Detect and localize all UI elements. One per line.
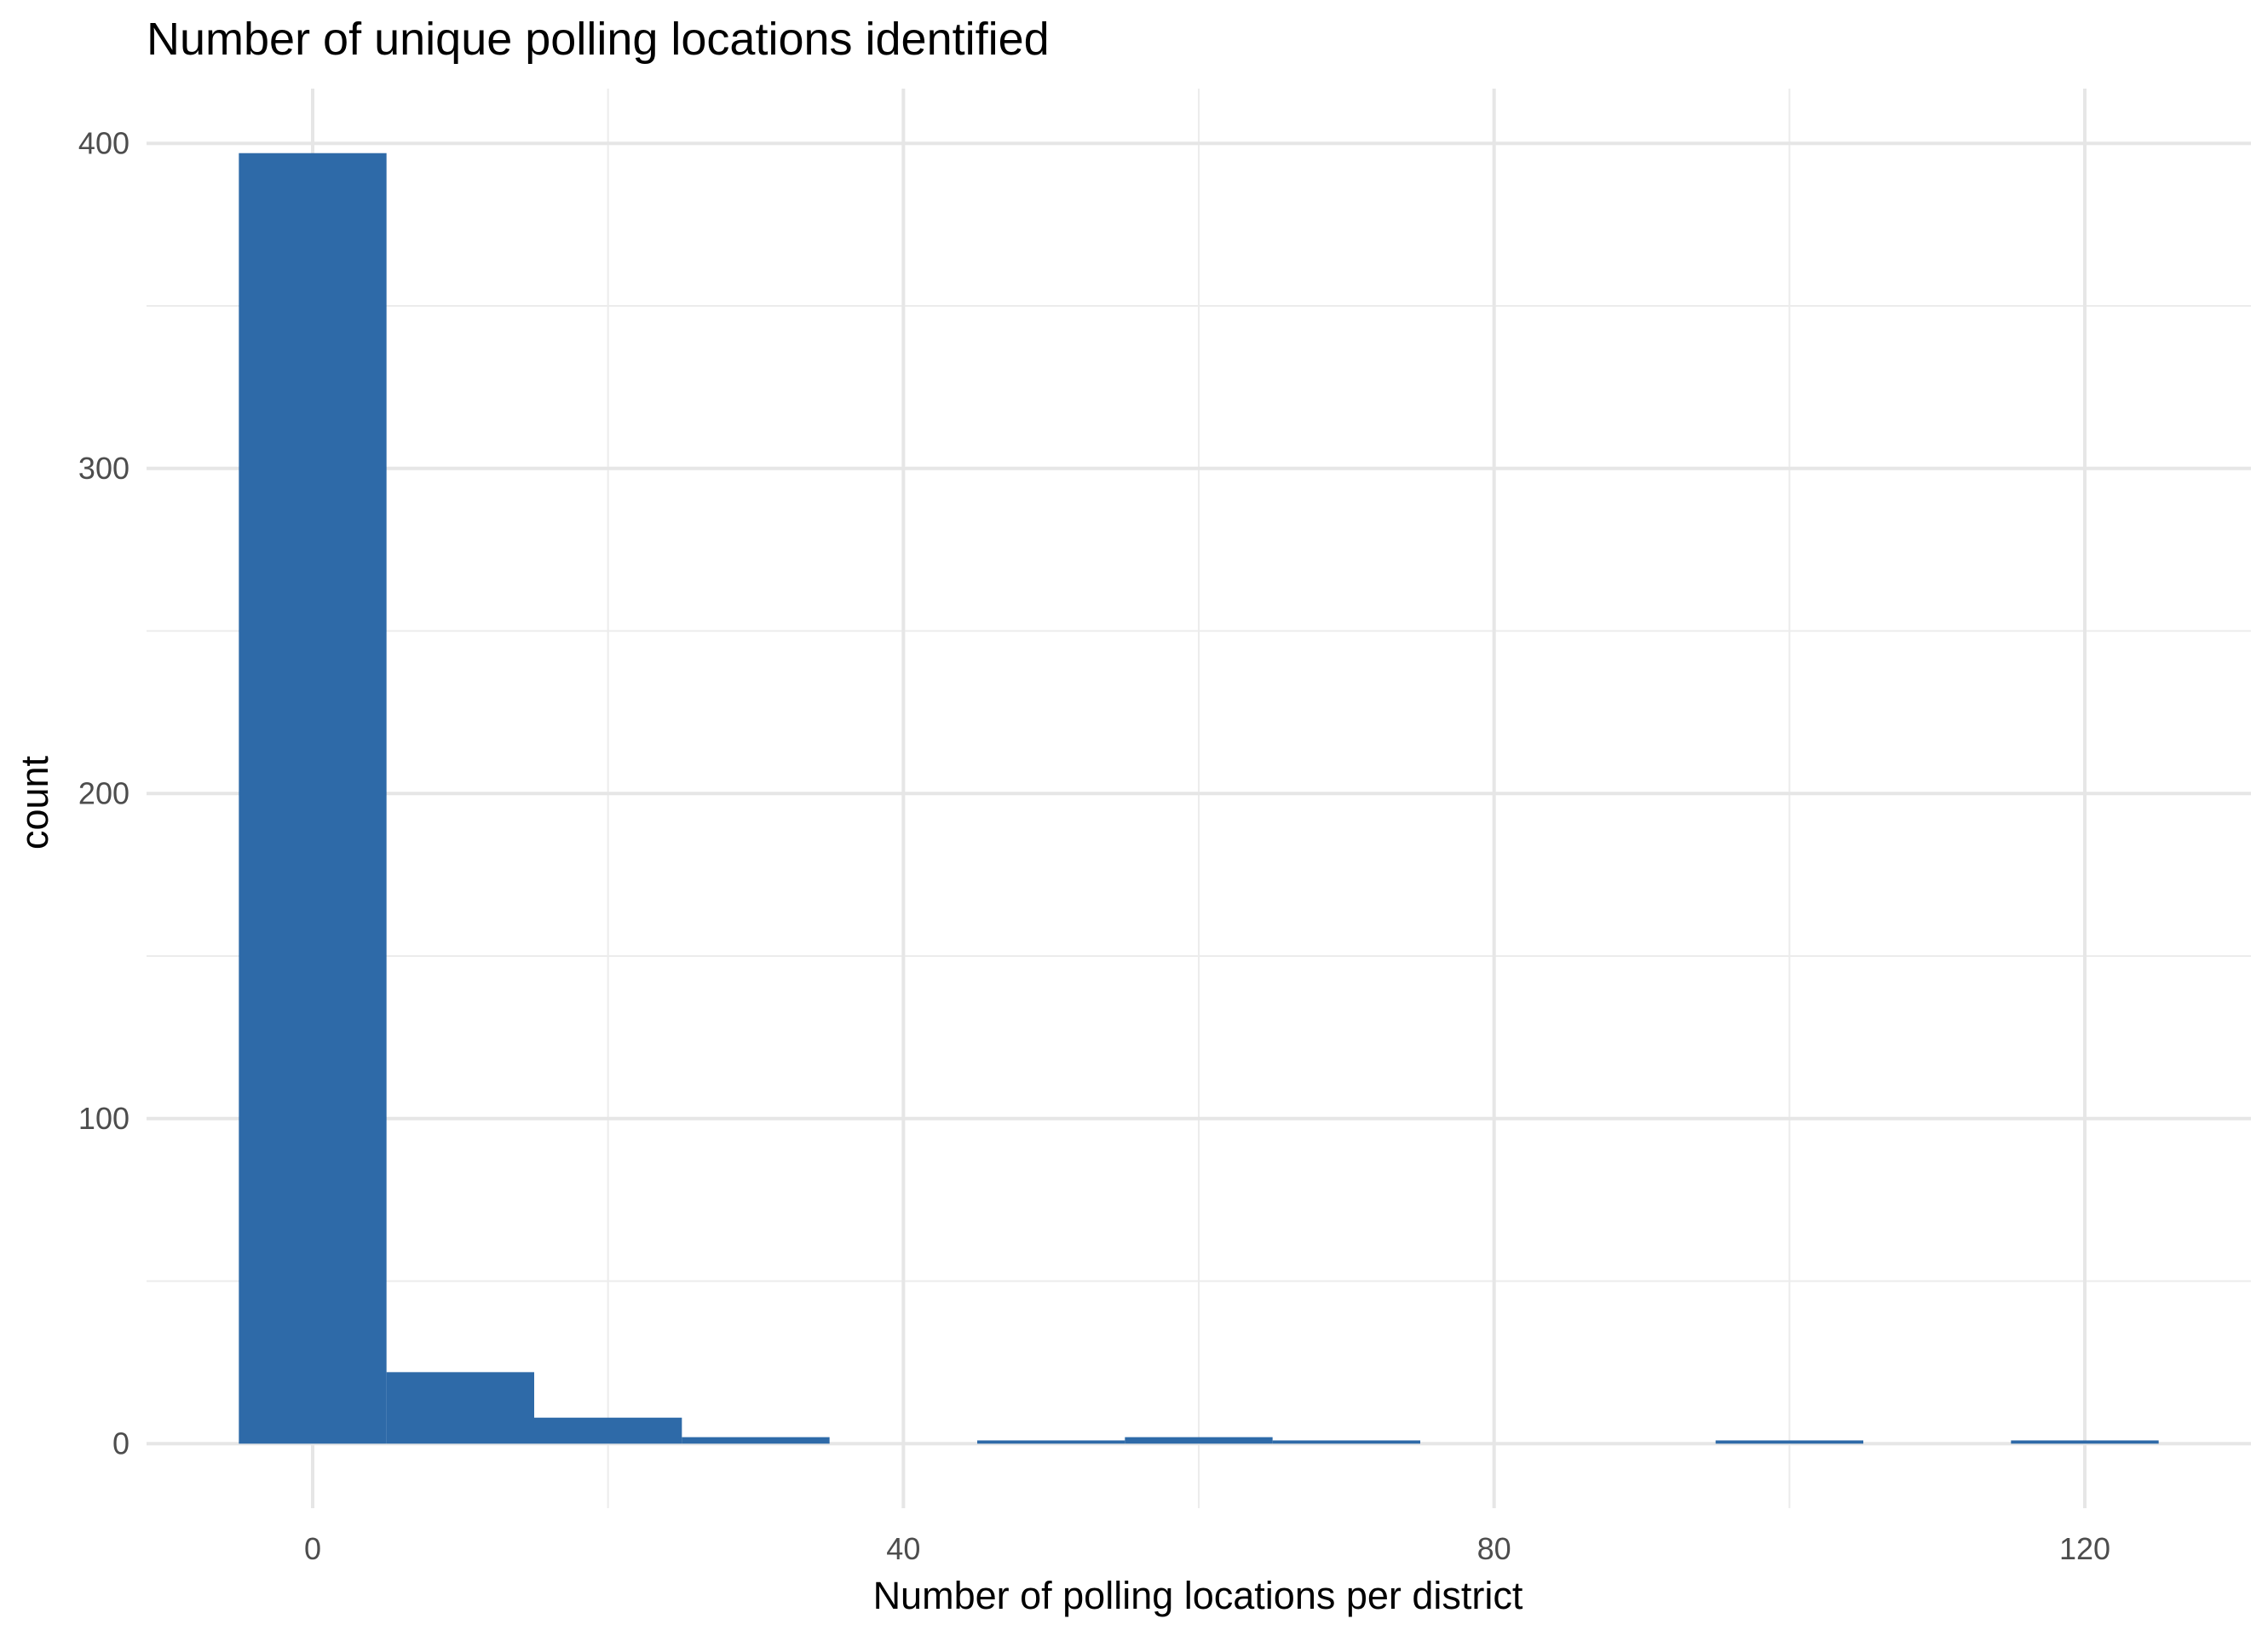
chart-title: Number of unique polling locations ident… <box>147 14 1050 65</box>
histogram-bar <box>1272 1440 1420 1444</box>
x-tick-label: 120 <box>2059 1531 2110 1566</box>
histogram-bar <box>386 1372 534 1444</box>
x-tick-label: 80 <box>1477 1531 1511 1566</box>
y-tick-label: 300 <box>78 451 130 486</box>
x-axis-title: Number of polling locations per district <box>873 1574 1523 1617</box>
histogram-bar <box>1125 1437 1273 1444</box>
y-axis-title: count <box>13 755 56 850</box>
histogram-bar <box>1715 1440 1863 1444</box>
histogram-bar <box>534 1417 682 1444</box>
bars <box>239 153 2159 1444</box>
histogram-bar <box>977 1440 1125 1444</box>
y-tick-label: 200 <box>78 775 130 810</box>
y-tick-label: 100 <box>78 1101 130 1136</box>
x-tick-label: 0 <box>304 1531 321 1566</box>
histogram-bar <box>239 153 387 1444</box>
histogram-bar <box>2011 1440 2159 1444</box>
grid <box>147 89 2251 1508</box>
tick-labels: 0 40 80 120 0 100 200 300 400 <box>78 125 2110 1566</box>
histogram-bar <box>682 1437 830 1444</box>
y-tick-label: 400 <box>78 125 130 160</box>
y-tick-label: 0 <box>112 1426 130 1460</box>
x-tick-label: 40 <box>886 1531 920 1566</box>
